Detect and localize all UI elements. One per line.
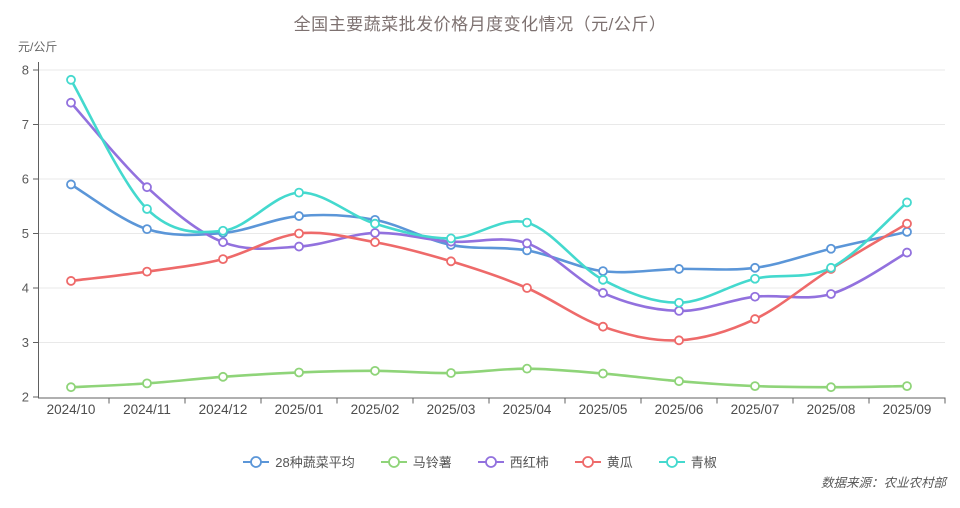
x-tick-label: 2025/06 (655, 402, 704, 417)
data-point-marker[interactable] (142, 182, 152, 193)
y-tick-label: 7 (22, 117, 29, 132)
data-point-marker[interactable] (294, 187, 304, 198)
data-point-marker[interactable] (902, 226, 912, 237)
x-tick-label: 2025/05 (579, 402, 628, 417)
x-tick-label: 2025/01 (275, 402, 324, 417)
data-point-marker[interactable] (142, 204, 152, 214)
data-point-marker[interactable] (370, 218, 380, 229)
data-point-marker[interactable] (218, 237, 228, 248)
x-tick-label: 2025/09 (883, 402, 932, 417)
data-point-marker[interactable] (142, 378, 152, 389)
series-line-马铃薯 (69, 367, 909, 389)
data-point-marker[interactable] (598, 274, 608, 285)
data-point-marker[interactable] (522, 238, 532, 249)
data-point-marker[interactable] (598, 321, 608, 332)
data-point-marker[interactable] (750, 314, 760, 324)
series-line-西红柿 (69, 101, 909, 313)
data-point-marker[interactable] (446, 233, 456, 244)
data-point-marker[interactable] (522, 283, 532, 293)
data-point-marker[interactable] (826, 262, 836, 273)
data-point-marker[interactable] (598, 288, 608, 298)
chart-legend: 28种蔬菜平均 马铃薯 西红柿 黄瓜 青椒 (0, 452, 960, 471)
data-point-marker[interactable] (750, 273, 760, 284)
chart-canvas[interactable]: 2 3 4 5 6 7 8 2024/10 2024/11 2024/12 2025/01 2025/… (0, 0, 960, 445)
x-tick-label: 2025/04 (503, 402, 552, 417)
data-point-marker[interactable] (522, 363, 532, 374)
data-point-marker[interactable] (66, 382, 76, 393)
data-point-marker[interactable] (218, 225, 228, 236)
data-source-note: 数据来源：农业农村部 (820, 476, 946, 490)
x-tick-label: 2024/10 (47, 402, 96, 417)
data-point-marker[interactable] (142, 266, 152, 277)
data-point-marker[interactable] (294, 211, 304, 221)
series-line-青椒 (69, 78, 909, 305)
data-point-marker[interactable] (66, 97, 76, 108)
data-point-marker[interactable] (66, 74, 76, 85)
data-point-marker[interactable] (522, 217, 532, 228)
y-tick-label: 6 (22, 172, 29, 187)
x-tick-label: 2025/07 (731, 402, 780, 417)
data-point-marker[interactable] (142, 224, 152, 235)
y-tick-label: 5 (22, 226, 29, 241)
legend-label: 马铃薯 (412, 455, 452, 470)
data-point-marker[interactable] (826, 382, 836, 393)
data-point-marker[interactable] (674, 297, 684, 308)
data-point-marker[interactable] (370, 237, 380, 248)
chart-title: 全国主要蔬菜批发价格月度变化情况（元/公斤） (293, 15, 667, 34)
legend-marker-icon (477, 455, 504, 468)
y-tick-label: 8 (22, 63, 29, 78)
data-point-marker[interactable] (370, 228, 380, 238)
data-point-marker[interactable] (826, 289, 836, 299)
legend-label: 黄瓜 (606, 455, 633, 470)
data-point-marker[interactable] (674, 305, 684, 316)
data-point-marker[interactable] (446, 256, 456, 267)
x-tick-label: 2024/12 (199, 402, 248, 417)
x-tick-label: 2025/03 (427, 402, 476, 417)
data-point-marker[interactable] (674, 376, 684, 387)
data-point-marker[interactable] (66, 276, 76, 286)
data-point-marker[interactable] (902, 218, 912, 229)
legend-marker-icon (243, 455, 270, 468)
data-point-marker[interactable] (294, 367, 304, 378)
x-tick-label: 2025/02 (351, 402, 400, 417)
data-point-marker[interactable] (674, 335, 684, 346)
data-point-marker[interactable] (750, 381, 760, 392)
x-tick-label: 2024/11 (123, 402, 171, 417)
legend-item-马铃薯[interactable]: 马铃薯 (380, 452, 452, 471)
legend-label: 青椒 (690, 455, 717, 470)
data-point-marker[interactable] (750, 291, 760, 302)
legend-item-黄瓜[interactable]: 黄瓜 (574, 452, 633, 471)
legend-label: 28种蔬菜平均 (275, 455, 355, 470)
legend-label: 西红柿 (509, 455, 549, 470)
y-tick-label: 2 (22, 390, 29, 405)
data-point-marker[interactable] (598, 368, 608, 379)
x-tick-label: 2025/08 (807, 402, 856, 417)
data-point-marker[interactable] (902, 247, 912, 258)
data-point-marker[interactable] (902, 197, 912, 208)
data-point-marker[interactable] (598, 266, 608, 277)
data-point-marker[interactable] (218, 254, 228, 265)
y-axis-unit-label: 元/公斤 (18, 40, 58, 54)
data-point-marker[interactable] (66, 179, 76, 190)
legend-item-西红柿[interactable]: 西红柿 (477, 452, 549, 471)
data-point-marker[interactable] (826, 243, 836, 254)
legend-marker-icon (380, 455, 407, 468)
legend-marker-icon (658, 455, 685, 468)
data-point-marker[interactable] (674, 264, 684, 274)
data-point-marker[interactable] (750, 262, 760, 273)
y-tick-label: 4 (22, 281, 29, 296)
legend-item-青椒[interactable]: 青椒 (658, 452, 717, 471)
data-point-marker[interactable] (446, 368, 456, 378)
data-point-marker[interactable] (294, 241, 304, 252)
data-point-marker[interactable] (294, 228, 304, 239)
data-point-marker[interactable] (370, 365, 380, 376)
legend-item-28种蔬菜平均[interactable]: 28种蔬菜平均 (243, 452, 355, 471)
data-point-marker[interactable] (902, 381, 912, 392)
legend-marker-icon (574, 455, 601, 468)
data-point-marker[interactable] (218, 371, 228, 382)
y-tick-label: 3 (22, 335, 29, 350)
